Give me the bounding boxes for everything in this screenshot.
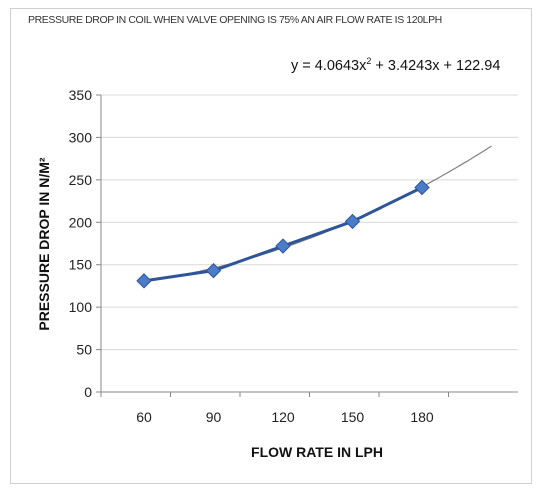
y-tick-0: 0	[84, 384, 92, 400]
y-tick-labels: 0 50 100 150 200 250 300 350	[69, 87, 93, 400]
y-tick-150: 150	[69, 257, 93, 273]
x-tick-90: 90	[206, 409, 222, 425]
axes	[96, 94, 518, 397]
series-line	[143, 186, 423, 283]
data-point-90	[205, 262, 222, 279]
y-tick-50: 50	[76, 342, 92, 358]
series-line-path	[143, 186, 423, 283]
chart-frame	[10, 8, 532, 484]
trendline-equation: y = 4.0643x2 + 3.4243x + 122.94	[291, 56, 501, 74]
y-tick-250: 250	[69, 172, 93, 188]
x-tick-150: 150	[341, 409, 365, 425]
y-tick-200: 200	[69, 214, 93, 230]
y-tick-100: 100	[69, 299, 93, 315]
data-point-60	[136, 273, 152, 289]
trendline	[143, 145, 492, 282]
x-tick-120: 120	[271, 409, 295, 425]
data-point-180	[414, 179, 430, 196]
data-point-150	[344, 213, 361, 230]
trendline-curve	[143, 145, 492, 282]
x-tick-labels: 60 90 120 150 180	[136, 409, 434, 425]
x-axis-title: FLOW RATE IN LPH	[251, 444, 383, 460]
y-tick-300: 300	[69, 129, 93, 145]
y-axis-title: PRESSURE DROP IN N/M²	[36, 157, 52, 331]
chart-title: PRESSURE DROP IN COIL WHEN VALVE OPENING…	[28, 14, 442, 26]
gridlines	[101, 94, 518, 351]
data-points	[136, 179, 430, 289]
x-tick-180: 180	[410, 409, 434, 425]
x-tick-60: 60	[136, 409, 152, 425]
data-point-120	[275, 238, 291, 254]
y-tick-350: 350	[69, 87, 93, 103]
